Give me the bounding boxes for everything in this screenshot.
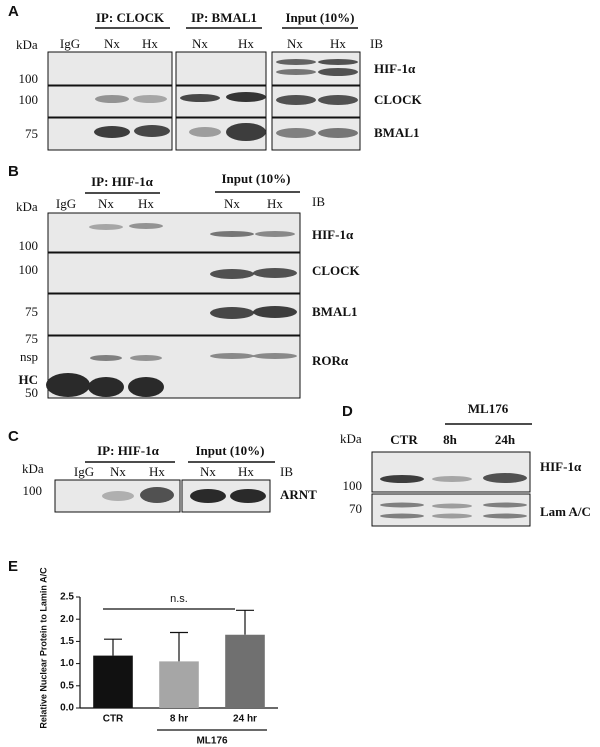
blot — [46, 212, 301, 399]
blot — [54, 479, 271, 513]
ib-target: ARNT — [280, 487, 317, 502]
lane-label: Hx — [330, 36, 346, 51]
kda-marker: 75 — [25, 304, 38, 319]
y-tick-label: 0.5 — [60, 680, 74, 691]
y-axis-title: Relative Nuclear Protein to Lamin A/C — [38, 567, 48, 729]
kda-marker: 75 — [25, 331, 38, 346]
group-label: IP: BMAL1 — [191, 10, 257, 25]
ib-target: CLOCK — [374, 92, 423, 107]
group-label: IP: CLOCK — [96, 10, 165, 25]
kda-marker: 100 — [343, 478, 363, 493]
lane-label: 8h — [443, 432, 458, 447]
lane-label: IgG — [60, 36, 80, 51]
lane-label: Nx — [104, 36, 120, 51]
lane-label: Hx — [149, 464, 165, 479]
lane-label: Hx — [238, 464, 254, 479]
lane-label: Hx — [267, 196, 283, 211]
kda-marker: 100 — [19, 71, 39, 86]
ib-target: HIF-1α — [312, 227, 354, 242]
significance-label: n.s. — [170, 593, 188, 605]
y-tick-label: 2.5 — [60, 592, 74, 603]
kda-label: kDa — [22, 461, 44, 476]
kda-marker: 100 — [19, 92, 39, 107]
bar-chart: 0.0 0.5 1.0 1.5 2.0 2.5 CTR 8 hr 24 hr n.s. ML176 — [60, 592, 278, 747]
blot — [371, 451, 531, 527]
panel-letter: A — [8, 3, 19, 20]
y-tick-label: 2.0 — [60, 614, 74, 625]
ib-target: RORα — [312, 353, 349, 368]
group-label: ML176 — [468, 401, 509, 416]
panel-letter: D — [342, 403, 353, 420]
lane-label: Nx — [200, 464, 216, 479]
kda-marker: 75 — [25, 126, 38, 141]
ib-label: IB — [312, 194, 325, 209]
ib-target: BMAL1 — [374, 125, 420, 140]
kda-marker: 70 — [349, 501, 362, 516]
lane-label: Nx — [98, 196, 114, 211]
lane-label: Hx — [138, 196, 154, 211]
group-label: IP: HIF-1α — [91, 174, 154, 189]
ib-label: IB — [370, 36, 383, 51]
kda-label: kDa — [16, 199, 38, 214]
kda-marker: 50 — [25, 385, 38, 400]
panel-letter: E — [8, 558, 18, 575]
bar — [159, 661, 199, 708]
kda-label: kDa — [16, 37, 38, 52]
kda-marker: HC — [19, 372, 39, 387]
kda-marker: 100 — [23, 483, 43, 498]
ib-target: HIF-1α — [540, 459, 582, 474]
lane-label: 24h — [495, 432, 516, 447]
group-label: ML176 — [196, 736, 228, 747]
y-tick-label: 1.0 — [60, 658, 74, 669]
ib-target: Lam A/C — [540, 504, 591, 519]
lane-label: Nx — [110, 464, 126, 479]
kda-marker: 100 — [19, 238, 39, 253]
lane-label: Hx — [238, 36, 254, 51]
lane-label: Nx — [287, 36, 303, 51]
group-label: Input (10%) — [196, 443, 265, 458]
bar — [93, 655, 133, 708]
ib-target: CLOCK — [312, 263, 361, 278]
lane-label: IgG — [74, 464, 94, 479]
group-label: Input (10%) — [222, 171, 291, 186]
x-tick-label: 8 hr — [170, 714, 188, 725]
bar — [225, 634, 265, 708]
lane-label: CTR — [390, 432, 418, 447]
lane-label: Hx — [142, 36, 158, 51]
lane-label: IgG — [56, 196, 76, 211]
blot — [47, 51, 361, 151]
ib-target: HIF-1α — [374, 61, 416, 76]
y-tick-label: 1.5 — [60, 636, 74, 647]
group-label: Input (10%) — [286, 10, 355, 25]
lane-label: Nx — [224, 196, 240, 211]
kda-marker: 100 — [19, 262, 39, 277]
kda-marker: nsp — [20, 349, 38, 364]
x-tick-label: 24 hr — [233, 714, 257, 725]
kda-label: kDa — [340, 431, 362, 446]
y-tick-label: 0.0 — [60, 703, 74, 714]
panel-letter: C — [8, 428, 19, 445]
ib-target: BMAL1 — [312, 304, 358, 319]
x-tick-label: CTR — [103, 714, 124, 725]
lane-label: Nx — [192, 36, 208, 51]
panel-letter: B — [8, 163, 19, 180]
ib-label: IB — [280, 464, 293, 479]
group-label: IP: HIF-1α — [97, 443, 160, 458]
